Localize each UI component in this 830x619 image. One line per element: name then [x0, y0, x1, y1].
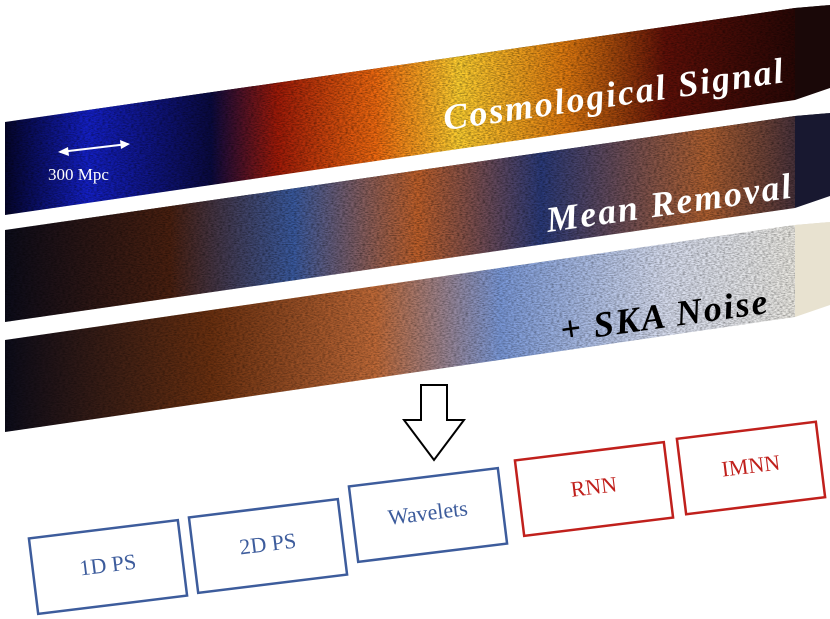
scale-label: 300 Mpc [48, 165, 109, 184]
panel-signal: Cosmological Signal 300 Mpc [5, 5, 830, 215]
method-label: Wavelets [386, 495, 469, 530]
method-label: IMNN [720, 450, 781, 482]
method-label: 1D PS [78, 549, 137, 581]
bar-texture [5, 8, 795, 215]
bar-texture [5, 225, 795, 432]
bar-side [795, 113, 830, 208]
bar-side [795, 5, 830, 100]
bar-side [795, 222, 830, 317]
method-box: Wavelets [347, 466, 509, 564]
method-label: RNN [569, 471, 618, 501]
panel-mean-removal: Mean Removal [5, 113, 830, 322]
box-frame [347, 466, 509, 564]
box-frame [187, 497, 349, 595]
bar-texture [5, 116, 795, 322]
scale-arrow [59, 143, 129, 153]
method-box: RNN [513, 440, 675, 538]
method-box: IMNN [675, 420, 827, 516]
arrow-head [120, 140, 130, 149]
arrow-head [58, 147, 69, 156]
method-box: 1D PS [27, 518, 189, 616]
method-label: 2D PS [238, 528, 297, 560]
box-frame [513, 440, 675, 538]
box-frame [675, 420, 827, 516]
box-frame [27, 518, 189, 616]
method-box: 2D PS [187, 497, 349, 595]
down-arrow [402, 384, 466, 462]
